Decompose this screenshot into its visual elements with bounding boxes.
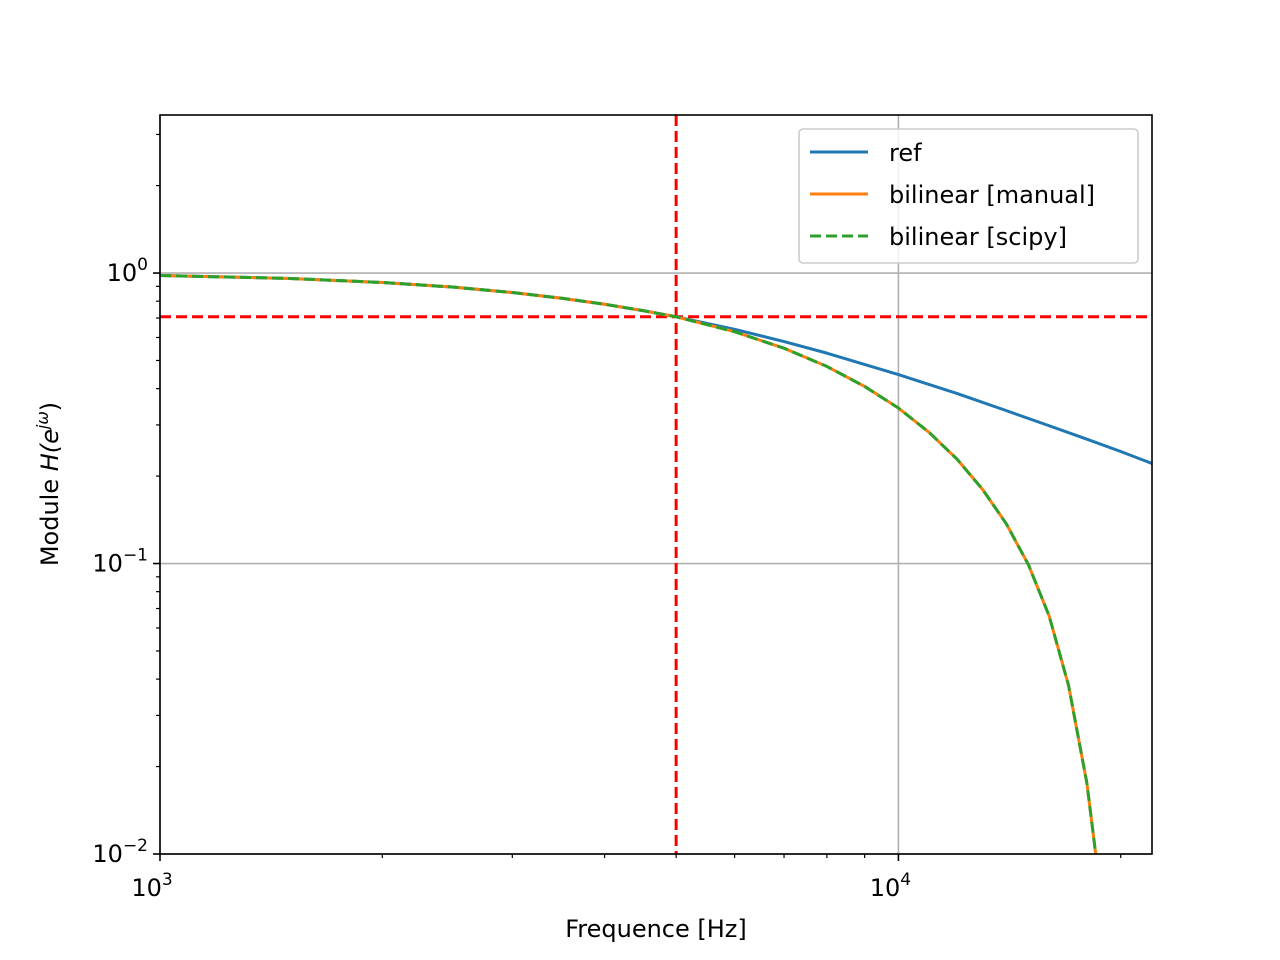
x-tick-label-1: 104 xyxy=(870,870,911,902)
y-tick-label-2: 10−2 xyxy=(92,836,148,868)
x-tick-exp-0: 3 xyxy=(162,870,173,890)
cutoff-lines xyxy=(160,115,1152,854)
legend-label-0: ref xyxy=(889,139,922,167)
legend-box xyxy=(798,128,1139,264)
legend-label-2: bilinear [scipy] xyxy=(889,223,1067,251)
x-axis-label: Frequence [Hz] xyxy=(565,915,747,943)
y-axis-label-close: ) xyxy=(36,402,64,411)
series-line-2 xyxy=(160,273,1098,854)
x-tick-label-0: 103 xyxy=(131,870,172,902)
y-tick-base-0: 10 xyxy=(107,259,138,287)
x-tick-exp-1: 4 xyxy=(900,870,911,890)
y-axis-label: Module H(ejω) xyxy=(33,402,64,566)
y-tick-base-2: 10 xyxy=(92,840,123,868)
y-tick-base-1: 10 xyxy=(92,550,123,578)
y-tick-exp-1: −1 xyxy=(123,546,148,566)
series-group xyxy=(160,273,1152,854)
legend-label-1: bilinear [manual] xyxy=(889,181,1095,209)
y-tick-label-0: 100 xyxy=(107,255,148,287)
major-ticks xyxy=(153,272,900,861)
y-tick-exp-2: −2 xyxy=(123,836,148,856)
y-axis-label-sup: jω xyxy=(33,411,52,431)
legend: ref bilinear [manual] bilinear [scipy] xyxy=(798,128,1139,264)
x-tick-base-1: 10 xyxy=(870,874,901,902)
y-tick-exp-0: 0 xyxy=(137,255,148,275)
y-tick-label-1: 10−1 xyxy=(92,546,148,578)
y-axis-label-text: Module xyxy=(36,471,64,566)
plot-frame xyxy=(159,114,1153,855)
y-axis-label-math: H(e xyxy=(36,429,64,471)
x-tick-base-0: 10 xyxy=(131,874,162,902)
